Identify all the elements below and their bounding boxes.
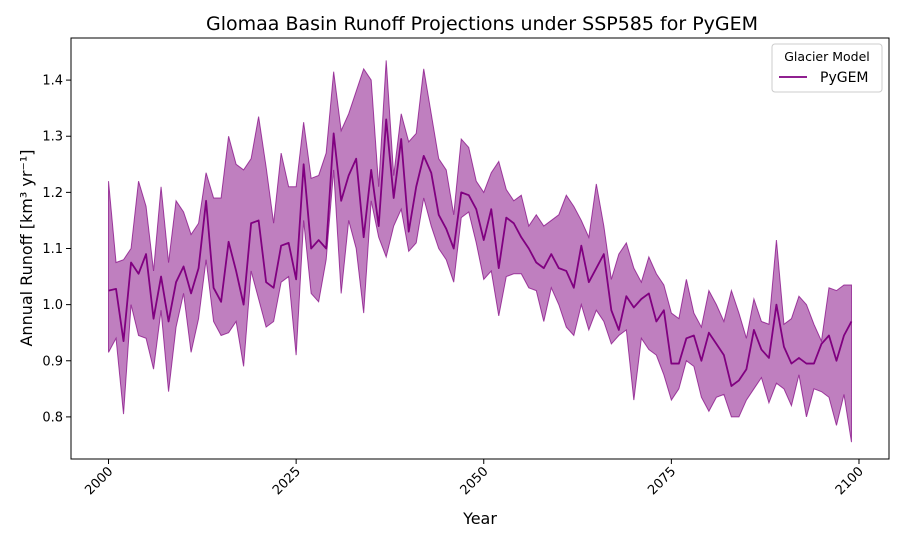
legend: Glacier Model PyGEM	[771, 43, 883, 93]
y-tick-label: 1.1	[42, 242, 63, 257]
y-axis-label: Annual Runoff [km³ yr⁻¹]	[17, 149, 36, 346]
chart-title: Glomaa Basin Runoff Projections under SS…	[206, 13, 758, 35]
series-line-pygem	[108, 118, 853, 387]
y-tick-label: 1.2	[42, 186, 63, 201]
legend-title: Glacier Model	[784, 49, 870, 64]
plot-area	[108, 60, 853, 443]
y-tick-label: 0.9	[42, 354, 63, 369]
y-tick-label: 1.4	[42, 74, 63, 89]
x-axis-label: Year	[462, 509, 497, 528]
legend-entry-pygem: PyGEM	[820, 70, 869, 86]
y-axis: 0.8 0.9 1.0 1.1 1.2 1.3 1.4	[42, 74, 71, 425]
legend-box	[771, 43, 883, 93]
y-tick-label: 0.8	[42, 410, 63, 425]
uncertainty-band-pygem	[108, 60, 852, 443]
y-tick-label: 1.3	[42, 130, 63, 145]
y-tick-label: 1.0	[42, 298, 63, 313]
